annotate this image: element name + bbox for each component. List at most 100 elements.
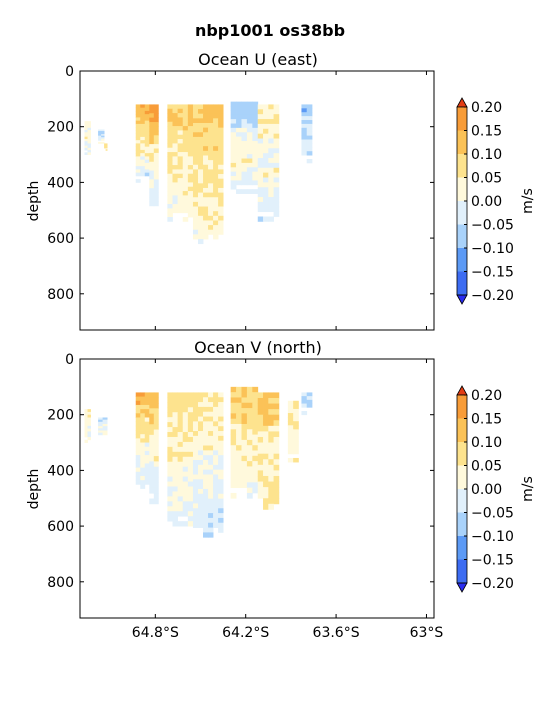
data-cell bbox=[149, 183, 155, 189]
data-cell bbox=[252, 123, 259, 129]
data-cell bbox=[98, 141, 102, 144]
data-cell bbox=[187, 126, 194, 131]
data-cell bbox=[218, 517, 224, 524]
data-cell bbox=[218, 229, 224, 235]
data-cell bbox=[192, 113, 199, 119]
data-cell bbox=[236, 413, 242, 420]
data-cell bbox=[252, 487, 259, 494]
section-1 bbox=[98, 129, 105, 144]
data-cell bbox=[263, 216, 269, 222]
data-cell bbox=[218, 146, 224, 152]
data-cell bbox=[252, 397, 259, 404]
data-cell bbox=[252, 149, 259, 155]
data-cell bbox=[140, 117, 146, 122]
data-cell bbox=[301, 147, 308, 152]
data-cell bbox=[84, 417, 88, 421]
data-cell bbox=[198, 113, 204, 119]
data-cell bbox=[144, 140, 150, 144]
data-cell bbox=[306, 123, 313, 129]
data-cell bbox=[187, 121, 194, 127]
data-cell bbox=[172, 104, 179, 110]
data-cell bbox=[252, 176, 259, 181]
data-cell bbox=[208, 160, 214, 166]
data-cell bbox=[208, 113, 214, 119]
data-cell bbox=[213, 192, 219, 198]
data-cell bbox=[246, 167, 253, 173]
colorbar-tick-label: −0.20 bbox=[471, 288, 514, 304]
data-cell bbox=[273, 119, 280, 125]
data-cell bbox=[268, 128, 274, 135]
panel-title: Ocean V (north) bbox=[194, 338, 322, 357]
data-cell bbox=[177, 451, 184, 458]
data-cell bbox=[246, 162, 253, 168]
data-cell bbox=[101, 138, 105, 141]
data-cell bbox=[208, 517, 214, 524]
data-cell bbox=[87, 417, 91, 421]
data-cell bbox=[213, 450, 219, 456]
data-cell bbox=[102, 419, 108, 423]
data-cell bbox=[301, 392, 308, 397]
data-cell bbox=[252, 141, 259, 146]
data-cell bbox=[153, 487, 159, 494]
data-cell bbox=[208, 146, 214, 152]
section-2 bbox=[135, 392, 150, 489]
data-cell bbox=[149, 471, 155, 478]
data-cell bbox=[263, 448, 269, 455]
colorbar-segment bbox=[457, 130, 467, 154]
data-cell bbox=[198, 416, 204, 422]
data-cell bbox=[187, 160, 194, 166]
data-cell bbox=[167, 173, 173, 179]
data-cell bbox=[301, 143, 308, 148]
data-cell bbox=[252, 136, 259, 142]
data-cell bbox=[230, 418, 237, 425]
data-cell bbox=[213, 460, 219, 466]
data-cell bbox=[198, 215, 204, 221]
data-cell bbox=[203, 431, 209, 437]
data-cell bbox=[208, 118, 214, 124]
data-cell bbox=[218, 155, 224, 161]
data-cell bbox=[101, 132, 105, 135]
data-cell bbox=[167, 121, 173, 127]
data-cell bbox=[192, 508, 199, 514]
section-9 bbox=[301, 392, 313, 416]
data-cell bbox=[198, 493, 204, 500]
data-cell bbox=[246, 145, 253, 151]
data-cell bbox=[257, 128, 264, 135]
data-cell bbox=[198, 132, 204, 138]
data-cell bbox=[257, 403, 264, 410]
data-cell bbox=[268, 397, 274, 404]
data-cell bbox=[187, 456, 194, 463]
data-cell bbox=[101, 129, 105, 132]
colorbar-label: m/s bbox=[520, 476, 536, 502]
data-cell bbox=[241, 114, 248, 120]
data-cell bbox=[218, 392, 224, 398]
data-cell bbox=[208, 169, 214, 175]
data-cell bbox=[203, 460, 209, 466]
data-cell bbox=[167, 108, 173, 114]
data-cell bbox=[135, 153, 141, 157]
data-cell bbox=[182, 501, 189, 507]
data-cell bbox=[246, 149, 253, 155]
data-cell bbox=[230, 145, 237, 151]
data-cell bbox=[140, 471, 146, 477]
data-cell bbox=[144, 467, 150, 473]
data-cell bbox=[198, 426, 204, 432]
data-cell bbox=[218, 211, 224, 217]
x-tick-label: 64.8°S bbox=[132, 625, 179, 641]
data-cell bbox=[198, 484, 204, 490]
data-cell bbox=[203, 508, 209, 514]
data-cell bbox=[84, 434, 88, 438]
y-tick-label: 800 bbox=[47, 575, 74, 591]
data-cell bbox=[268, 133, 274, 139]
data-cell bbox=[84, 127, 88, 131]
data-cell bbox=[246, 110, 253, 116]
data-cell bbox=[192, 174, 199, 180]
data-cell bbox=[203, 183, 209, 189]
data-cell bbox=[236, 482, 242, 489]
data-cell bbox=[268, 138, 274, 144]
colorbar: 0.20 0.15 0.10 0.05 0.00 −0.05 −0.10 −0.15 −0.20 bbox=[456, 97, 514, 305]
data-cell bbox=[87, 150, 91, 153]
data-cell bbox=[153, 429, 159, 436]
data-cell bbox=[208, 513, 214, 519]
data-cell bbox=[268, 104, 274, 110]
